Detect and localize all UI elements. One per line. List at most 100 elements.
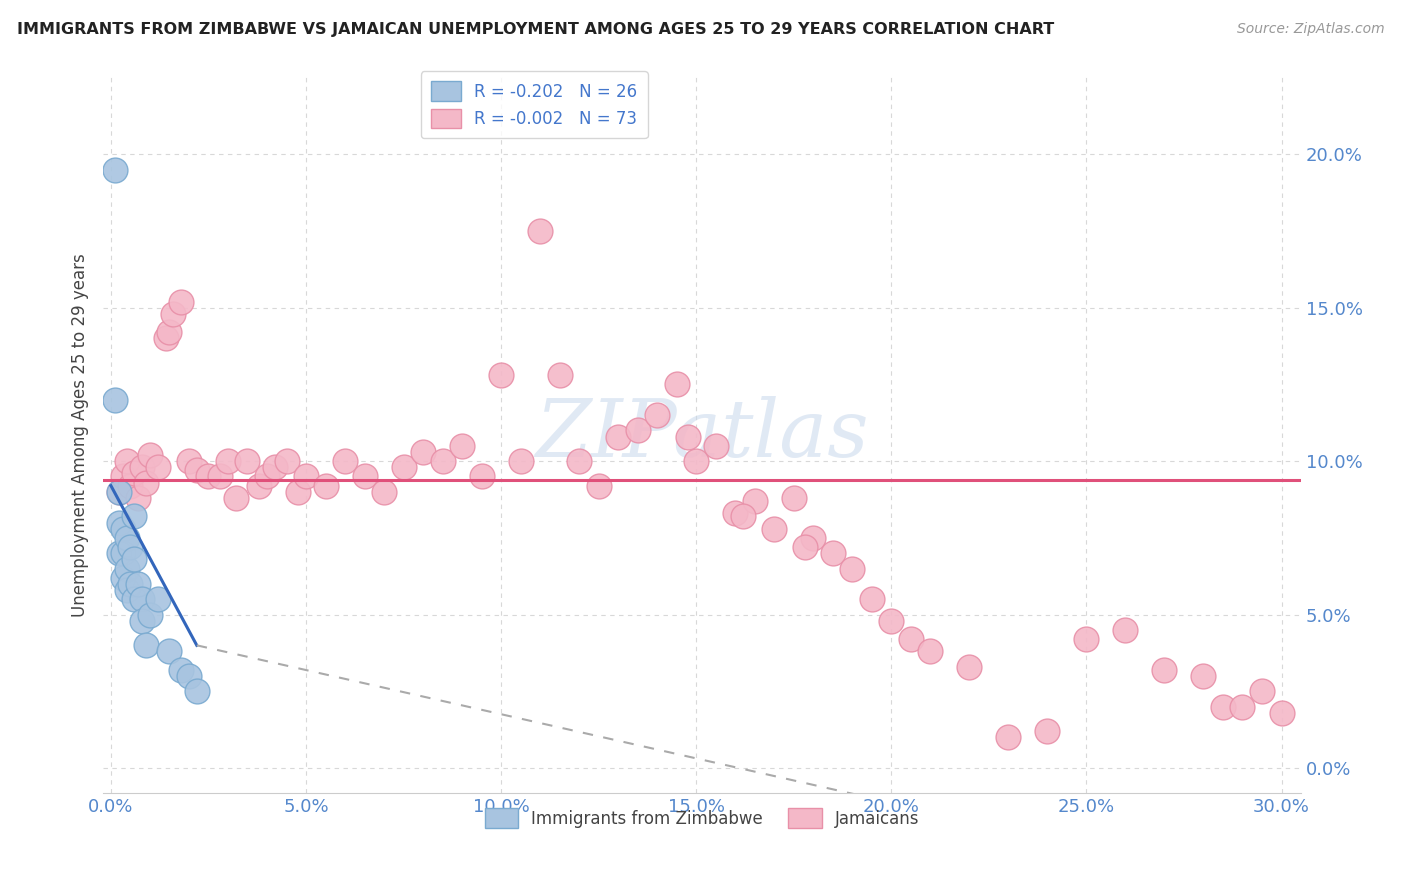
Point — [177, 454, 200, 468]
Point — [588, 479, 610, 493]
Point — [107, 516, 129, 530]
Point — [392, 460, 415, 475]
Point — [1270, 706, 1292, 720]
Point — [131, 614, 153, 628]
Point — [315, 479, 337, 493]
Point — [155, 331, 177, 345]
Point — [627, 424, 650, 438]
Point — [333, 454, 356, 468]
Point — [295, 469, 318, 483]
Point — [115, 454, 138, 468]
Point — [107, 484, 129, 499]
Point — [104, 392, 127, 407]
Point — [1114, 623, 1136, 637]
Point — [124, 509, 146, 524]
Point — [124, 467, 146, 481]
Point — [197, 469, 219, 483]
Point — [957, 660, 980, 674]
Point — [1212, 699, 1234, 714]
Point — [247, 479, 270, 493]
Point — [731, 509, 754, 524]
Point — [1232, 699, 1254, 714]
Point — [801, 531, 824, 545]
Point — [529, 224, 551, 238]
Point — [685, 454, 707, 468]
Point — [432, 454, 454, 468]
Point — [783, 491, 806, 505]
Point — [217, 454, 239, 468]
Point — [744, 494, 766, 508]
Point — [225, 491, 247, 505]
Point — [412, 445, 434, 459]
Point — [900, 632, 922, 647]
Point — [724, 506, 747, 520]
Text: IMMIGRANTS FROM ZIMBABWE VS JAMAICAN UNEMPLOYMENT AMONG AGES 25 TO 29 YEARS CORR: IMMIGRANTS FROM ZIMBABWE VS JAMAICAN UNE… — [17, 22, 1054, 37]
Point — [704, 439, 727, 453]
Point — [115, 583, 138, 598]
Point — [186, 463, 208, 477]
Point — [124, 592, 146, 607]
Point — [131, 460, 153, 475]
Point — [353, 469, 375, 483]
Point — [120, 540, 142, 554]
Point — [489, 368, 512, 383]
Point — [287, 484, 309, 499]
Point — [880, 614, 903, 628]
Point — [111, 522, 134, 536]
Point — [111, 571, 134, 585]
Point — [124, 552, 146, 566]
Point — [107, 484, 129, 499]
Point — [120, 577, 142, 591]
Point — [162, 307, 184, 321]
Point — [177, 669, 200, 683]
Point — [920, 644, 942, 658]
Point — [607, 429, 630, 443]
Point — [763, 522, 786, 536]
Point — [107, 546, 129, 560]
Point — [1076, 632, 1098, 647]
Point — [146, 592, 169, 607]
Point — [139, 448, 162, 462]
Point — [509, 454, 531, 468]
Point — [1153, 663, 1175, 677]
Point — [146, 460, 169, 475]
Point — [111, 546, 134, 560]
Point — [127, 491, 149, 505]
Point — [1036, 724, 1059, 739]
Point — [131, 592, 153, 607]
Point — [451, 439, 474, 453]
Y-axis label: Unemployment Among Ages 25 to 29 years: Unemployment Among Ages 25 to 29 years — [72, 253, 89, 617]
Point — [120, 479, 142, 493]
Point — [186, 684, 208, 698]
Point — [111, 469, 134, 483]
Point — [678, 429, 700, 443]
Point — [841, 561, 863, 575]
Point — [860, 592, 883, 607]
Point — [115, 531, 138, 545]
Text: Source: ZipAtlas.com: Source: ZipAtlas.com — [1237, 22, 1385, 37]
Point — [263, 460, 285, 475]
Point — [135, 475, 157, 490]
Point — [645, 408, 668, 422]
Point — [548, 368, 571, 383]
Point — [139, 607, 162, 622]
Point — [127, 577, 149, 591]
Point — [159, 644, 181, 658]
Point — [568, 454, 591, 468]
Point — [997, 731, 1019, 745]
Point — [1192, 669, 1215, 683]
Point — [170, 294, 193, 309]
Point — [104, 162, 127, 177]
Point — [115, 561, 138, 575]
Point — [471, 469, 494, 483]
Point — [236, 454, 259, 468]
Point — [1251, 684, 1274, 698]
Point — [209, 469, 232, 483]
Point — [276, 454, 298, 468]
Point — [373, 484, 395, 499]
Text: ZIPatlas: ZIPatlas — [536, 396, 869, 474]
Point — [135, 638, 157, 652]
Point — [159, 325, 181, 339]
Legend: Immigrants from Zimbabwe, Jamaicans: Immigrants from Zimbabwe, Jamaicans — [478, 802, 927, 834]
Point — [170, 663, 193, 677]
